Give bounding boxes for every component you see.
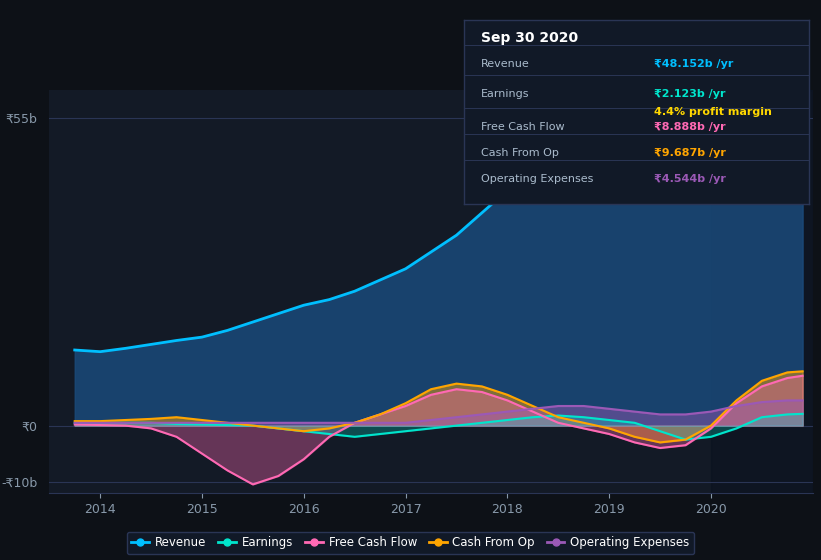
Text: Free Cash Flow: Free Cash Flow	[481, 122, 565, 132]
Text: ₹48.152b /yr: ₹48.152b /yr	[654, 59, 733, 69]
Bar	[711, 90, 813, 493]
Text: ₹9.687b /yr: ₹9.687b /yr	[654, 148, 726, 158]
Text: Sep 30 2020: Sep 30 2020	[481, 31, 578, 45]
Text: Revenue: Revenue	[481, 59, 530, 69]
Text: ₹8.888b /yr: ₹8.888b /yr	[654, 122, 725, 132]
Legend: Revenue, Earnings, Free Cash Flow, Cash From Op, Operating Expenses: Revenue, Earnings, Free Cash Flow, Cash …	[126, 531, 695, 554]
Text: ₹4.544b /yr: ₹4.544b /yr	[654, 174, 726, 184]
Text: 4.4% profit margin: 4.4% profit margin	[654, 107, 772, 117]
Text: Cash From Op: Cash From Op	[481, 148, 559, 158]
Text: Earnings: Earnings	[481, 88, 530, 99]
Text: Operating Expenses: Operating Expenses	[481, 174, 594, 184]
Text: ₹2.123b /yr: ₹2.123b /yr	[654, 88, 725, 99]
